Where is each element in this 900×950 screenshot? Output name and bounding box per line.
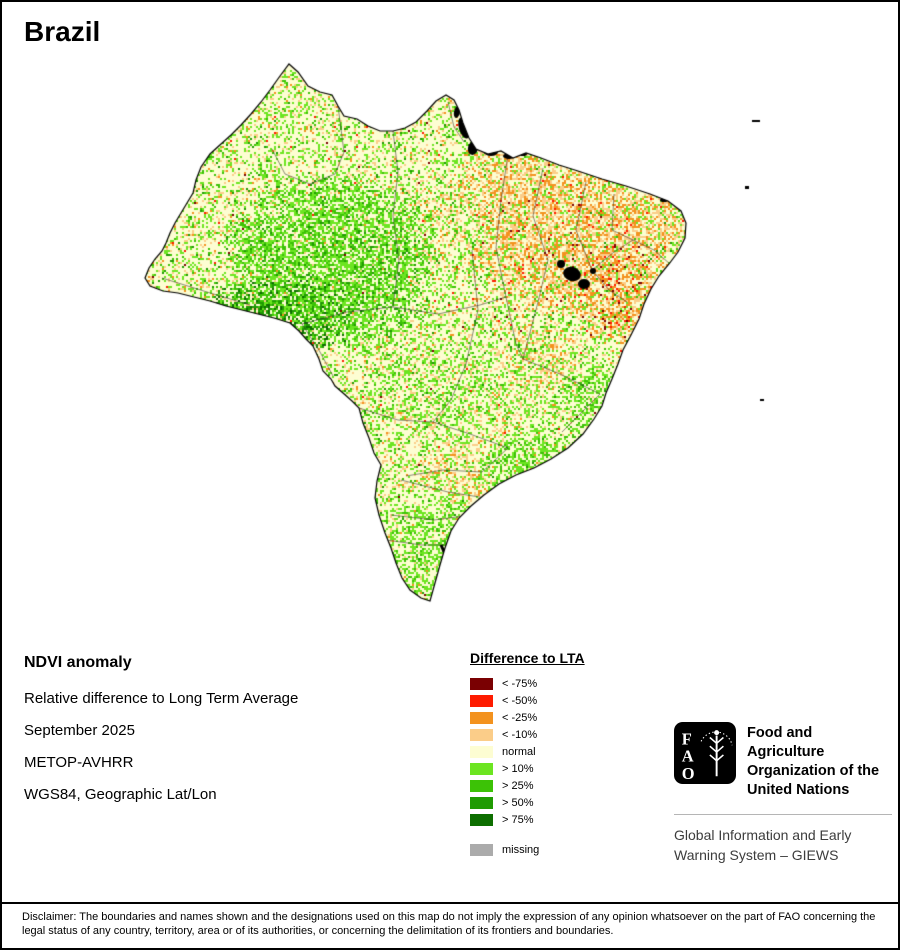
- legend-label: < -50%: [502, 694, 538, 707]
- giews-line: Global Information and Early: [674, 826, 852, 843]
- legend-label: < -10%: [502, 728, 538, 741]
- svg-text:O: O: [682, 764, 695, 783]
- legend-item: normal: [470, 743, 585, 760]
- legend-item: missing: [470, 841, 585, 858]
- legend-item: > 10%: [470, 760, 585, 777]
- legend-label: normal: [502, 745, 536, 758]
- fao-logo-row: F A O Food and Agriculture Organization …: [674, 722, 892, 801]
- footer-divider: [2, 901, 898, 904]
- legend-label: > 50%: [502, 796, 534, 809]
- fao-logo: F A O: [674, 722, 736, 784]
- legend-item: < -50%: [470, 692, 585, 709]
- legend-item: < -10%: [470, 726, 585, 743]
- map-info-line-1: Relative difference to Long Term Average: [24, 690, 299, 707]
- map-info-block: NDVI anomaly Relative difference to Long…: [24, 654, 298, 818]
- legend-label: > 10%: [502, 762, 534, 775]
- giews-label: Global Information and Early Warning Sys…: [674, 825, 892, 866]
- legend-swatch: [470, 694, 493, 707]
- legend-item: < -25%: [470, 709, 585, 726]
- legend: Difference to LTA < -75% < -50% < -25% < -1…: [470, 650, 585, 858]
- org-divider: [674, 813, 892, 815]
- legend-item: > 50%: [470, 794, 585, 811]
- legend-swatch: [470, 762, 493, 775]
- svg-text:F: F: [682, 729, 692, 748]
- map-info-line-2: September 2025: [24, 722, 135, 739]
- legend-items: < -75% < -50% < -25% < -10% normal > 10% > 25%…: [470, 675, 585, 858]
- fao-name: Food and Agriculture Organization of the…: [747, 724, 892, 801]
- legend-swatch: [470, 813, 493, 826]
- fao-logo-letters: F A O: [682, 729, 695, 783]
- wheat-icon: [709, 730, 724, 777]
- fao-name-line: United Nations: [747, 782, 850, 799]
- map-info-line-4: WGS84, Geographic Lat/Lon: [24, 786, 217, 803]
- legend-item: > 75%: [470, 811, 585, 828]
- disclaimer-text: Disclaimer: The boundaries and names sho…: [22, 910, 876, 938]
- legend-label: < -25%: [502, 711, 538, 724]
- legend-label: missing: [502, 843, 540, 856]
- page-title: Brazil: [24, 16, 101, 47]
- fao-name-line: Food and Agriculture: [747, 725, 825, 761]
- legend-swatch: [470, 779, 493, 792]
- svg-text:A: A: [682, 747, 694, 766]
- legend-swatch: [470, 796, 493, 809]
- fiat-panis-arc: [700, 731, 733, 746]
- map-info-line-3: METOP-AVHRR: [24, 754, 134, 771]
- legend-swatch: [470, 728, 493, 741]
- legend-title: Difference to LTA: [470, 650, 585, 666]
- legend-label: > 75%: [502, 813, 534, 826]
- giews-line: Warning System – GIEWS: [674, 846, 839, 863]
- legend-label: > 25%: [502, 779, 534, 792]
- legend-item: > 25%: [470, 777, 585, 794]
- legend-swatch: [470, 677, 493, 690]
- fao-name-line: Organization of the: [747, 763, 880, 780]
- legend-swatch: [470, 711, 493, 724]
- fao-branding: F A O Food and Agriculture Organization …: [674, 722, 892, 865]
- disclaimer-section: Disclaimer: The boundaries and names sho…: [2, 901, 898, 948]
- legend-item: < -75%: [470, 675, 585, 692]
- legend-label: < -75%: [502, 677, 538, 690]
- map-info-heading: NDVI anomaly: [24, 654, 132, 671]
- legend-swatch: [470, 843, 493, 856]
- legend-swatch: [470, 745, 493, 758]
